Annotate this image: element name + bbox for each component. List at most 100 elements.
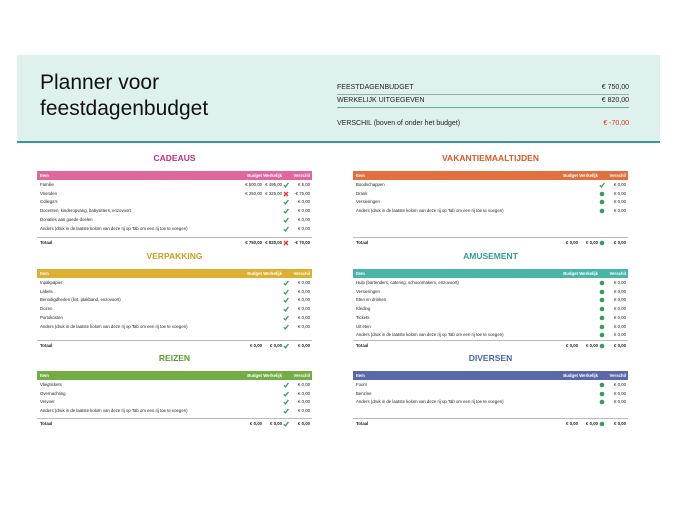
table-row: Drank € 0,00 bbox=[353, 190, 628, 199]
cell-text: € 750,00 bbox=[245, 240, 262, 245]
cell-text: € 0,00 bbox=[298, 306, 310, 312]
table-row: Overnachting € 0,00 bbox=[37, 390, 312, 399]
table-row: Dozen € 0,00 bbox=[37, 305, 312, 314]
status-icon bbox=[599, 332, 605, 338]
table-header: Item Budget Werkelijk Verschil bbox=[37, 171, 312, 180]
budget-section: DIVERSEN Item Budget Werkelijk Verschil Fooi'… bbox=[353, 350, 628, 428]
column-header: Verschil bbox=[293, 372, 310, 378]
cell-text: Totaal bbox=[40, 343, 53, 348]
column-header: Item bbox=[40, 172, 49, 178]
cell-text: Anders (druk in de laatste kolom van dez… bbox=[356, 208, 504, 214]
cell-text: Anders (druk in de laatste kolom van dez… bbox=[356, 399, 504, 405]
table-row: Anders (druk in de laatste kolom van dez… bbox=[37, 323, 312, 332]
status-icon bbox=[599, 421, 605, 427]
summary-row: FEESTDAGENBUDGET € 750,00 bbox=[337, 81, 629, 95]
status-icon bbox=[599, 191, 605, 196]
cell-text: € 0,00 bbox=[298, 297, 310, 303]
budget-section: REIZEN Item Budget Werkelijk Verschil Vliegti… bbox=[37, 350, 312, 428]
cell-text: € 0,00 bbox=[250, 343, 262, 348]
table-row: Tickets € 0,00 bbox=[353, 314, 628, 323]
table-row: Collega's € 0,00 bbox=[37, 198, 312, 207]
column-header: Verschil bbox=[293, 172, 310, 178]
cell-text: Overnachting bbox=[40, 390, 66, 396]
cell-text: € 0,00 bbox=[614, 382, 626, 387]
section-title: CADEAUS bbox=[153, 153, 196, 163]
cell-text: € 0,00 bbox=[298, 323, 310, 329]
status-icon bbox=[283, 391, 289, 397]
cell-text: € 0,00 bbox=[270, 343, 282, 348]
cell-text: Docenten, kinderopvang, babysitters, enz… bbox=[40, 208, 132, 214]
cell-text: € 0,00 bbox=[614, 390, 626, 396]
table-header: Item Budget Werkelijk Verschil bbox=[353, 269, 628, 278]
column-header: Item bbox=[40, 372, 49, 378]
table-row: Labels € 0,00 bbox=[37, 288, 312, 297]
cell-text: Portokosten bbox=[40, 314, 63, 320]
status-icon bbox=[599, 280, 605, 286]
table-row: Familie € 500,00 € 495,00 € 5,00 bbox=[37, 181, 312, 190]
cell-text: € 0,00 bbox=[298, 314, 310, 320]
table-row: Vliegtickets € 0,00 bbox=[37, 381, 312, 390]
cell-text: € 0,00 bbox=[614, 190, 626, 196]
column-header: Budget bbox=[247, 270, 262, 276]
status-icon bbox=[283, 324, 289, 330]
cell-text: Versieringen bbox=[356, 288, 380, 294]
cell-text: Tickets bbox=[356, 314, 370, 320]
status-icon bbox=[599, 240, 605, 246]
cell-text: Benodigdheden (lint, plakband, enzovoort… bbox=[40, 297, 121, 303]
table-row: Vervoer € 0,00 bbox=[37, 398, 312, 407]
cell-text: € 5,00 bbox=[298, 182, 310, 187]
cell-text: € 0,00 bbox=[614, 314, 626, 320]
column-header: Budget bbox=[563, 172, 578, 178]
column-header: Werkelijk bbox=[263, 372, 282, 378]
table-row: Anders (druk in de laatste kolom van dez… bbox=[37, 225, 312, 234]
section-title: VERPAKKING bbox=[146, 251, 203, 261]
column-header: Werkelijk bbox=[579, 172, 598, 178]
table-row: Anders (druk in de laatste kolom van dez… bbox=[37, 407, 312, 416]
column-header: Verschil bbox=[293, 270, 310, 276]
column-header: Item bbox=[356, 172, 365, 178]
cell-text: Kleding bbox=[356, 306, 371, 312]
cell-text: € 0,00 bbox=[586, 343, 598, 348]
status-icon bbox=[599, 289, 605, 294]
status-icon bbox=[283, 199, 289, 206]
cell-text: Versieringen bbox=[356, 199, 380, 205]
table-row: Benodigdheden (lint, plakband, enzovoort… bbox=[37, 296, 312, 305]
status-icon bbox=[283, 297, 289, 304]
table-row: Kleding € 0,00 bbox=[353, 305, 628, 314]
cell-text: € 0,00 bbox=[298, 208, 310, 214]
cell-text: Donaties aan goede doelen bbox=[40, 216, 93, 222]
table-row: Anders (druk in de laatste kolom van dez… bbox=[353, 207, 628, 216]
status-icon bbox=[599, 200, 605, 205]
status-icon bbox=[599, 400, 605, 405]
section-title: VAKANTIEMAALTIJDEN bbox=[442, 153, 539, 163]
status-icon bbox=[599, 208, 605, 214]
table-header: Item Budget Werkelijk Verschil bbox=[37, 269, 312, 278]
table-row: Uit eten € 0,00 bbox=[353, 323, 628, 332]
cell-text: Anders (druk in de laatste kolom van dez… bbox=[40, 408, 188, 414]
cell-text: € 0,00 bbox=[614, 399, 626, 405]
cell-text: € 0,00 bbox=[614, 306, 626, 312]
status-icon bbox=[283, 343, 289, 349]
table-row: Portokosten € 0,00 bbox=[37, 314, 312, 323]
cell-text: € 0,00 bbox=[614, 323, 626, 329]
cell-text: € 0,00 bbox=[298, 399, 310, 405]
summary-row: WERKELIJK UITGEGEVEN € 820,00 bbox=[337, 94, 629, 108]
cell-text: Eten en drinken bbox=[356, 297, 387, 303]
cell-text: € 0,00 bbox=[614, 280, 626, 285]
status-icon bbox=[599, 315, 605, 321]
column-header: Budget bbox=[247, 172, 262, 178]
column-header: Werkelijk bbox=[579, 270, 598, 276]
cell-text: € 0,00 bbox=[298, 216, 310, 222]
column-header: Item bbox=[356, 270, 365, 276]
summary-label: WERKELIJK UITGEGEVEN bbox=[337, 97, 425, 104]
column-header: Budget bbox=[563, 372, 578, 378]
cell-text: Anders (druk in de laatste kolom van dez… bbox=[40, 323, 188, 329]
status-icon bbox=[283, 408, 289, 414]
column-header: Verschil bbox=[609, 270, 626, 276]
cell-text: € 0,00 bbox=[614, 343, 626, 348]
cell-text: € 0,00 bbox=[298, 225, 310, 231]
cell-text: -€ 70,00 bbox=[294, 240, 310, 245]
cell-text: € 0,00 bbox=[614, 240, 626, 245]
status-icon bbox=[283, 399, 289, 406]
